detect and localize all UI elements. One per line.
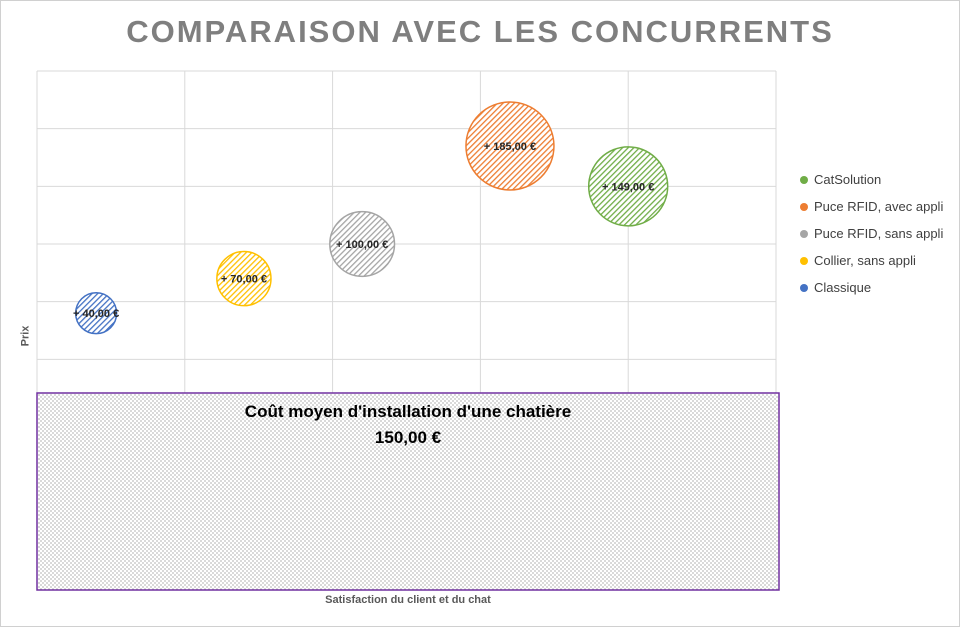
legend-marker-icon	[800, 202, 808, 211]
x-axis-label: Satisfaction du client et du chat	[325, 594, 491, 606]
annotation-rect	[36, 392, 780, 591]
bubble-data-label: + 100,00 €	[336, 239, 388, 251]
legend-label: CatSolution	[814, 172, 882, 187]
legend-marker-icon	[800, 229, 808, 238]
chart-title: COMPARAISON AVEC LES CONCURRENTS	[126, 14, 834, 49]
annotation-line1: Coût moyen d'installation d'une chatière	[245, 402, 571, 421]
legend-label: Collier, sans appli	[814, 253, 916, 268]
legend-marker-icon	[800, 283, 808, 292]
legend: CatSolution Puce RFID, avec appli Puce RFI…	[800, 166, 960, 301]
bubbles: + 149,00 € + 185,00 € + 100,00 € + 70,00 € +…	[73, 101, 669, 335]
annotation-line2: 150,00 €	[375, 428, 442, 447]
legend-marker-icon	[800, 256, 808, 265]
legend-label: Classique	[814, 280, 872, 295]
bubble-data-label: + 185,00 €	[484, 141, 536, 153]
legend-label: Puce RFID, sans appli	[814, 226, 944, 241]
legend-item: Puce RFID, sans appli	[800, 220, 960, 247]
bubble-data-label: + 70,00 €	[221, 274, 267, 286]
bubble-data-label: + 149,00 €	[602, 181, 654, 193]
annotation-box: Coût moyen d'installation d'une chatière…	[36, 392, 780, 591]
legend-label: Puce RFID, avec appli	[814, 199, 944, 214]
y-axis-label: Prix	[19, 325, 32, 347]
legend-item: Classique	[800, 274, 960, 301]
bubble-puce-rfid-avec-appli	[465, 101, 555, 191]
legend-item: Puce RFID, avec appli	[800, 193, 960, 220]
bubble-puce-rfid-sans-appli	[329, 210, 396, 278]
bubble-classique	[74, 291, 118, 335]
bubble-data-label: + 40,00 €	[73, 308, 119, 320]
bubble-collier-sans-appli	[216, 250, 272, 307]
legend-item: CatSolution	[800, 166, 960, 193]
legend-marker-icon	[800, 175, 808, 184]
legend-item: Collier, sans appli	[800, 247, 960, 274]
bubble-catsolution	[587, 146, 669, 227]
